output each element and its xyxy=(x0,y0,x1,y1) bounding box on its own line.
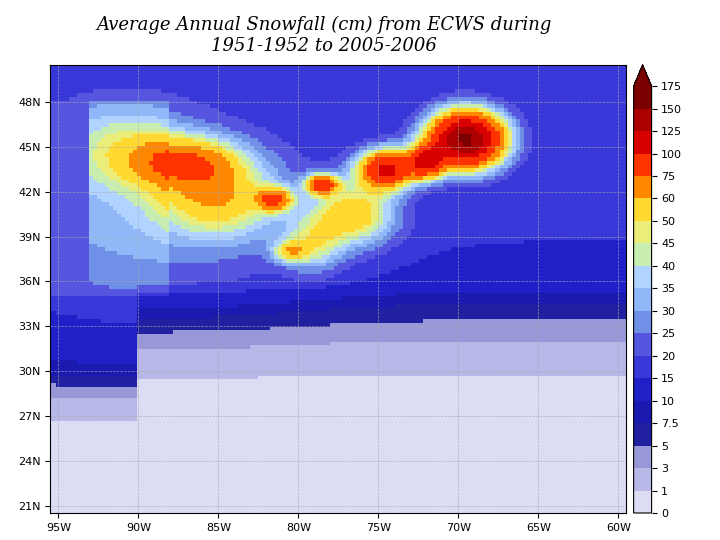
PathPatch shape xyxy=(634,65,652,86)
Text: Average Annual Snowfall (cm) from ECWS during
1951-1952 to 2005-2006: Average Annual Snowfall (cm) from ECWS d… xyxy=(96,16,552,55)
